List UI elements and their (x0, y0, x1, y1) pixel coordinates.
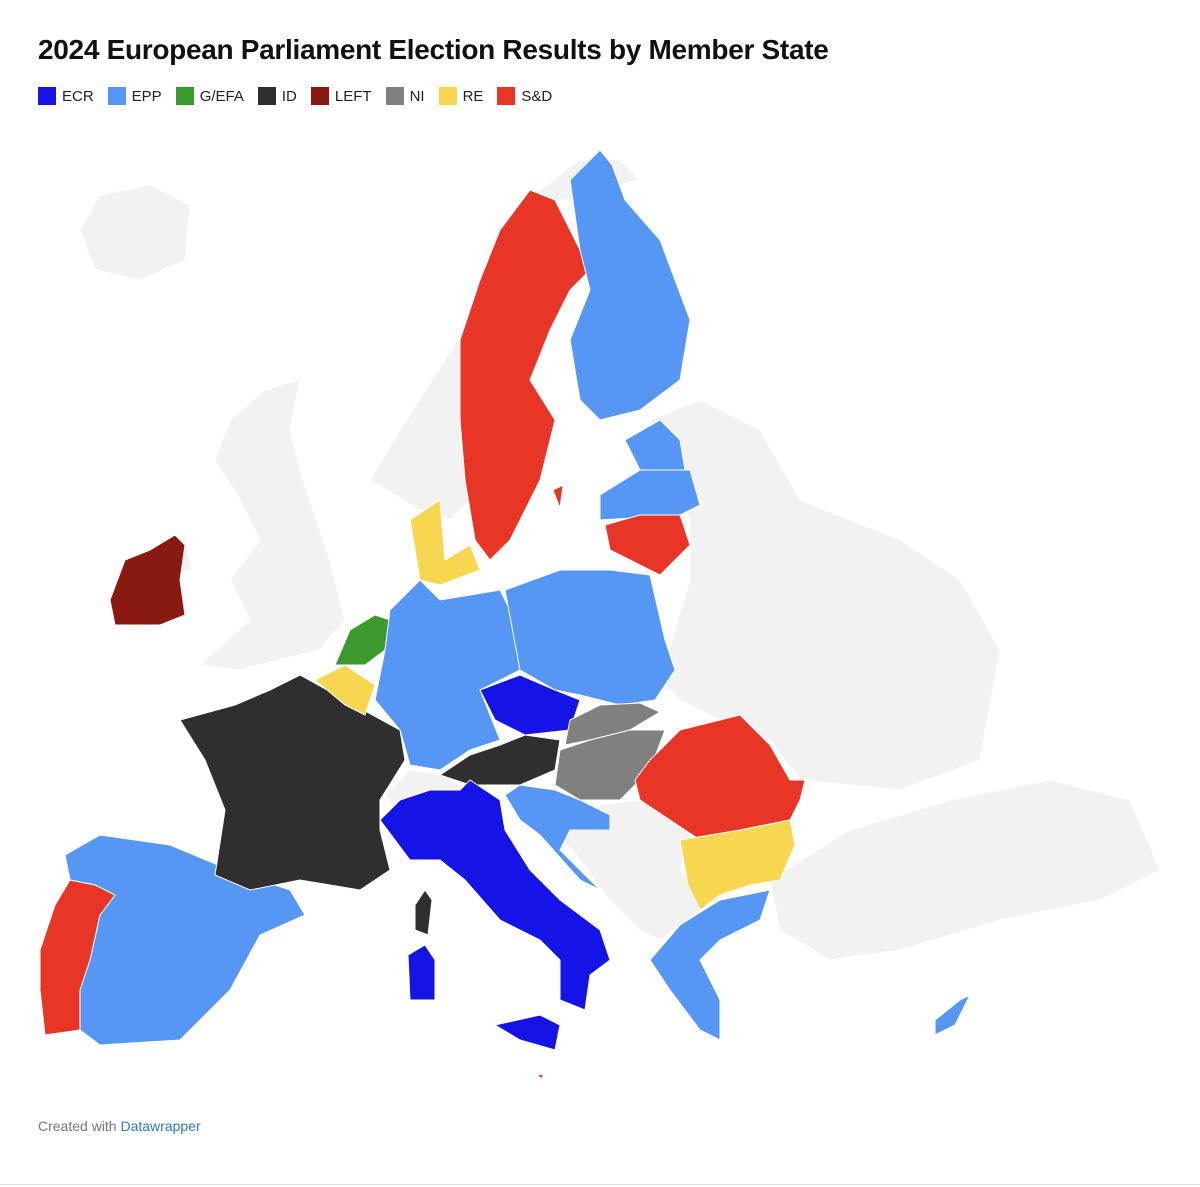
legend-item: ID (257, 87, 297, 105)
member-state (379, 779, 611, 1011)
legend-swatch (438, 87, 457, 105)
legend-item: RE (438, 87, 484, 105)
legend-swatch (257, 87, 276, 105)
member-state (934, 993, 972, 1036)
legend-swatch (385, 87, 404, 105)
credit: Created with Datawrapper (38, 1118, 201, 1134)
legend-item: G/EFA (175, 87, 244, 105)
member-state (407, 944, 436, 1001)
member-state (39, 879, 116, 1036)
legend-swatch (310, 87, 329, 105)
legend: ECR EPP G/EFA ID LEFT NI RE S&D (38, 87, 552, 105)
member-states (39, 149, 972, 1080)
legend-item: NI (385, 87, 425, 105)
legend-item: EPP (107, 87, 162, 105)
footer-rule (0, 1184, 1200, 1185)
member-state (569, 149, 691, 421)
legend-label: ID (281, 87, 297, 105)
member-state (649, 889, 771, 1041)
legend-label: G/EFA (199, 87, 244, 105)
member-state (504, 784, 611, 891)
member-state (634, 714, 806, 841)
member-state (374, 579, 521, 771)
member-state (438, 734, 561, 786)
member-state (109, 534, 186, 626)
member-state (604, 514, 691, 576)
credit-text: Created with (38, 1118, 117, 1134)
legend-item: LEFT (310, 87, 372, 105)
legend-swatch (38, 87, 56, 105)
legend-item: ECR (38, 87, 94, 105)
member-state (459, 189, 591, 561)
legend-label: ECR (62, 87, 94, 105)
member-state (493, 1014, 561, 1051)
land (649, 399, 1001, 791)
member-state (552, 484, 564, 509)
legend-label: LEFT (334, 87, 372, 105)
legend-swatch (107, 87, 126, 105)
credit-link[interactable]: Datawrapper (120, 1118, 201, 1134)
member-state (624, 419, 686, 471)
member-state (314, 664, 376, 716)
member-state (179, 674, 406, 891)
member-state (679, 819, 796, 911)
title: 2024 European Parliament Election Result… (38, 34, 829, 65)
member-state (409, 499, 481, 586)
member-state (479, 674, 581, 736)
land (554, 799, 721, 941)
legend-label: NI (409, 87, 425, 105)
member-state (564, 702, 662, 746)
member-state (599, 469, 701, 521)
member-state (535, 1073, 544, 1080)
legend-label: RE (462, 87, 484, 105)
legend-label: S&D (521, 87, 553, 105)
member-state (414, 889, 433, 936)
legend-swatch (497, 87, 516, 105)
legend-label: EPP (131, 87, 162, 105)
member-state (504, 569, 676, 706)
land (769, 779, 1161, 961)
non-eu-land (79, 159, 1161, 961)
legend-item: S&D (497, 87, 552, 105)
land (79, 184, 191, 281)
land (198, 379, 346, 671)
legend-swatch (175, 87, 194, 105)
